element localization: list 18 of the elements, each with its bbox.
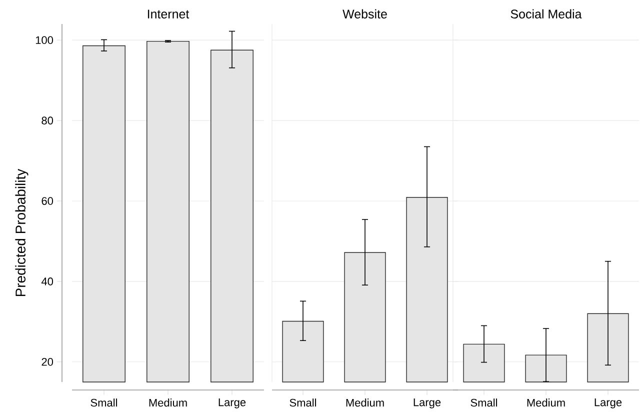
x-tick-label: Medium [346, 398, 384, 407]
y-tick-label: 100 [36, 36, 54, 44]
chart-title: Internet [148, 10, 190, 18]
x-tick-label: Medium [527, 398, 565, 407]
chart-title: Social Media [510, 9, 582, 18]
x-tick-label: Small [470, 398, 498, 407]
x-tick-label: Small [90, 398, 118, 407]
chart-title: Website [342, 9, 387, 18]
x-tick-label: Large [218, 398, 246, 408]
y-tick-label: 60 [42, 197, 54, 205]
y-tick-label: 80 [42, 116, 54, 124]
x-tick-label: Medium [149, 398, 187, 407]
x-tick-label: Large [594, 398, 622, 408]
y-tick-label: 40 [41, 278, 54, 286]
y-tick-label: 20 [42, 358, 54, 366]
y-axis-title: Predicted Probability [15, 168, 28, 296]
x-tick-label: Large [414, 398, 441, 408]
x-tick-label: Small [290, 398, 316, 407]
